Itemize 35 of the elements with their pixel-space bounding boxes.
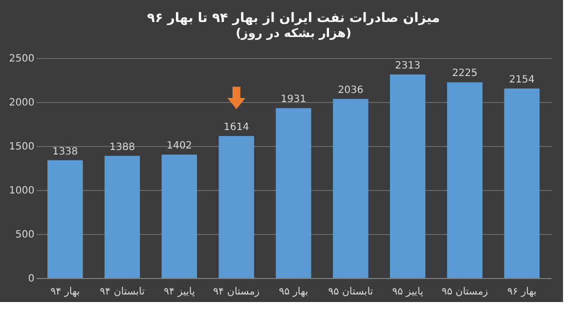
- bar: [47, 160, 83, 278]
- x-tick-label: پاییز ۹۵: [392, 286, 424, 298]
- bar: [276, 108, 312, 278]
- y-tick-label: 0: [28, 274, 34, 284]
- data-label: 1388: [109, 142, 135, 153]
- data-label: 2154: [509, 74, 535, 86]
- chart-subtitle: (هزار بشکه در روز): [236, 26, 352, 40]
- data-label: 2036: [338, 84, 364, 96]
- data-label: 1338: [52, 146, 78, 158]
- y-tick-label: 500: [15, 230, 34, 240]
- bar: [104, 156, 140, 278]
- data-label: 2225: [452, 68, 478, 80]
- y-tick-label: 1000: [9, 186, 34, 196]
- bar: [390, 74, 426, 278]
- x-tick-label: تابستان ۹۵: [328, 286, 374, 298]
- data-label: 1614: [224, 122, 250, 133]
- y-tick-label: 2500: [9, 54, 34, 64]
- data-label: 1402: [166, 140, 192, 152]
- data-label: 1931: [280, 94, 306, 106]
- y-tick-label: 2000: [9, 98, 34, 108]
- x-tick-label: زمستان ۹۴: [213, 286, 260, 298]
- x-tick-label: زمستان ۹۵: [442, 286, 488, 298]
- bar: [332, 98, 368, 278]
- x-tick-label: پاییز ۹۴: [164, 286, 196, 298]
- x-tick-label: تابستان ۹۴: [100, 286, 145, 298]
- y-tick-label: 1500: [9, 142, 34, 152]
- bar: [447, 82, 482, 278]
- chart-title: میزان صادرات نفت ایران از بهار ۹۴ تا بهار ۹۶: [147, 11, 440, 26]
- bar: [162, 154, 198, 278]
- x-tick-label: بهار ۹۶: [507, 286, 536, 298]
- data-label: 2313: [394, 60, 420, 72]
- x-tick-label: بهار ۹۵: [278, 286, 308, 298]
- bar: [218, 136, 254, 278]
- bar: [504, 88, 540, 278]
- x-tick-label: بهار ۹۴: [50, 286, 80, 298]
